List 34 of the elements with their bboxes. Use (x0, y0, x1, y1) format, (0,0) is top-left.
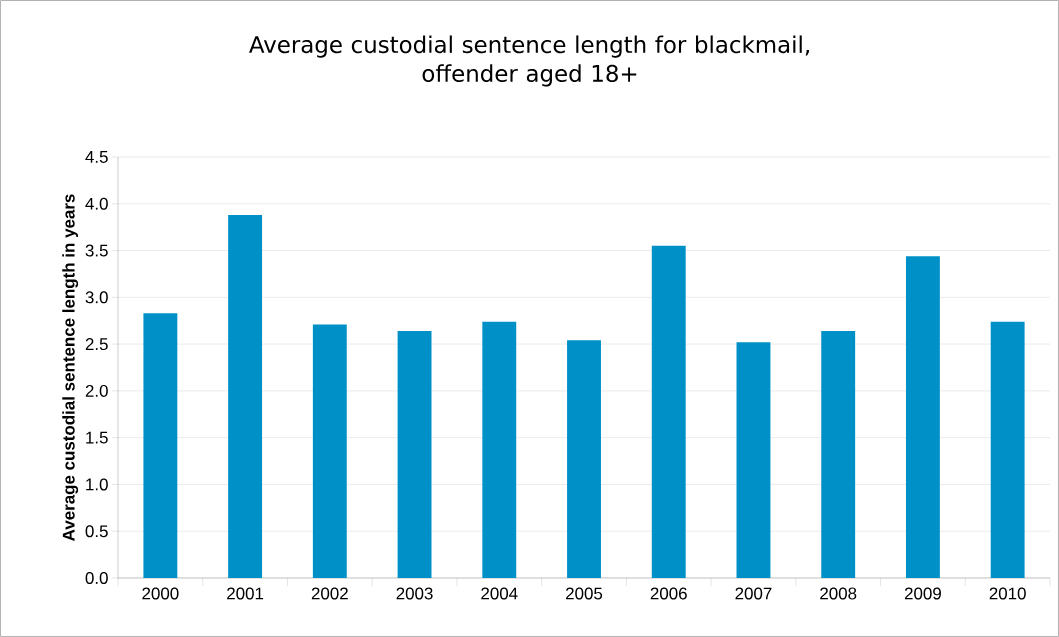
y-tick-label: 1.5 (86, 431, 108, 444)
y-tick-label: 0.5 (85, 525, 108, 538)
x-tick-label: 2008 (820, 587, 857, 600)
y-tick-label: 0.0 (85, 571, 108, 584)
x-tick-label: 2002 (311, 587, 348, 600)
x-tick-label: 2004 (481, 587, 518, 600)
y-tick-label: 3.5 (85, 244, 108, 257)
y-tick-label: 2.5 (85, 338, 108, 351)
y-axis-title: Average custodial sentence length in years (62, 194, 79, 541)
y-tick-label: 2.0 (85, 384, 108, 397)
y-tick-label: 4.0 (85, 197, 108, 210)
bar (821, 331, 856, 578)
x-tick-label: 2010 (989, 587, 1026, 600)
bar (905, 256, 940, 578)
bar (143, 313, 178, 578)
y-tick-label: 1.0 (86, 478, 108, 491)
bar (651, 245, 686, 578)
chart-title: Average custodial sentence length for blackmail, offender aged 18+ (249, 35, 809, 87)
bar (567, 340, 601, 578)
x-tick-label: 2001 (227, 587, 264, 600)
y-tick-label: 3.0 (85, 291, 108, 304)
x-tick-label: 2009 (904, 587, 941, 600)
x-tick-label: 2005 (566, 587, 603, 600)
bar (482, 321, 517, 578)
x-tick-label: 2000 (142, 587, 179, 600)
x-tick-label: 2003 (396, 587, 433, 600)
x-tick-label: 2007 (735, 587, 772, 600)
bar (736, 342, 771, 578)
bar (397, 331, 432, 578)
bar (990, 321, 1025, 578)
bar (312, 324, 347, 578)
y-tick-label: 4.5 (85, 151, 108, 163)
bar (228, 214, 263, 578)
x-tick-label: 2006 (650, 587, 687, 600)
